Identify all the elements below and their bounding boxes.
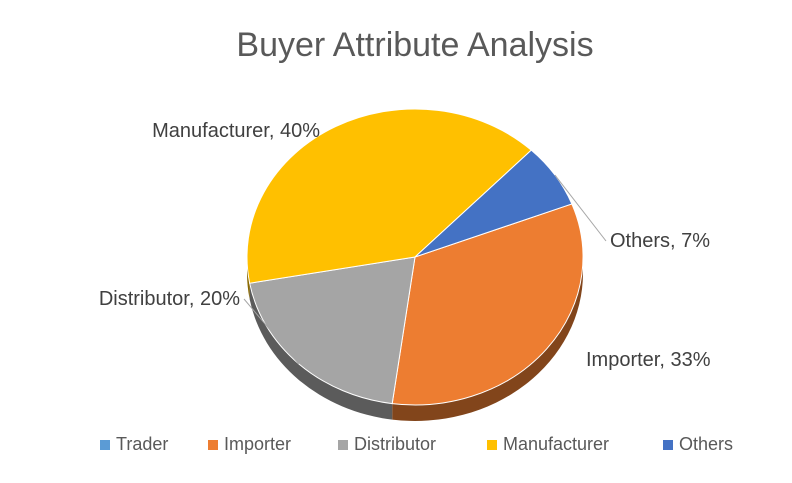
leader-line-others bbox=[554, 174, 607, 242]
leader-lines bbox=[243, 174, 607, 365]
pie-slice-distributor bbox=[249, 256, 416, 405]
chart-title: Buyer Attribute Analysis bbox=[236, 26, 593, 64]
data-label-importer: Importer, 33% bbox=[586, 349, 711, 371]
legend-label-others: Others bbox=[679, 434, 733, 454]
data-labels: Importer, 33% Distributor, 20% Manufacture… bbox=[99, 120, 711, 371]
data-label-manufacturer: Manufacturer, 40% bbox=[152, 120, 320, 142]
pie-side-distributor bbox=[249, 283, 393, 420]
leader-line-distributor bbox=[243, 298, 300, 365]
legend-swatch-trader bbox=[100, 440, 110, 450]
legend: Trader Importer Distributor Manufacturer Oth… bbox=[100, 434, 733, 454]
data-label-distributor: Distributor, 20% bbox=[99, 288, 240, 310]
legend-swatch-others bbox=[663, 440, 673, 450]
pie-slice-others bbox=[414, 149, 573, 258]
legend-label-trader: Trader bbox=[116, 434, 168, 454]
pie-slice-importer bbox=[391, 203, 584, 406]
legend-swatch-manufacturer bbox=[487, 440, 497, 450]
legend-swatch-distributor bbox=[338, 440, 348, 450]
legend-swatch-importer bbox=[208, 440, 218, 450]
pie-slice-manufacturer bbox=[246, 108, 533, 284]
data-label-others: Others, 7% bbox=[610, 230, 710, 252]
legend-label-manufacturer: Manufacturer bbox=[503, 434, 609, 454]
legend-label-distributor: Distributor bbox=[354, 434, 436, 454]
legend-label-importer: Importer bbox=[224, 434, 291, 454]
pie-top-layer bbox=[246, 108, 584, 406]
